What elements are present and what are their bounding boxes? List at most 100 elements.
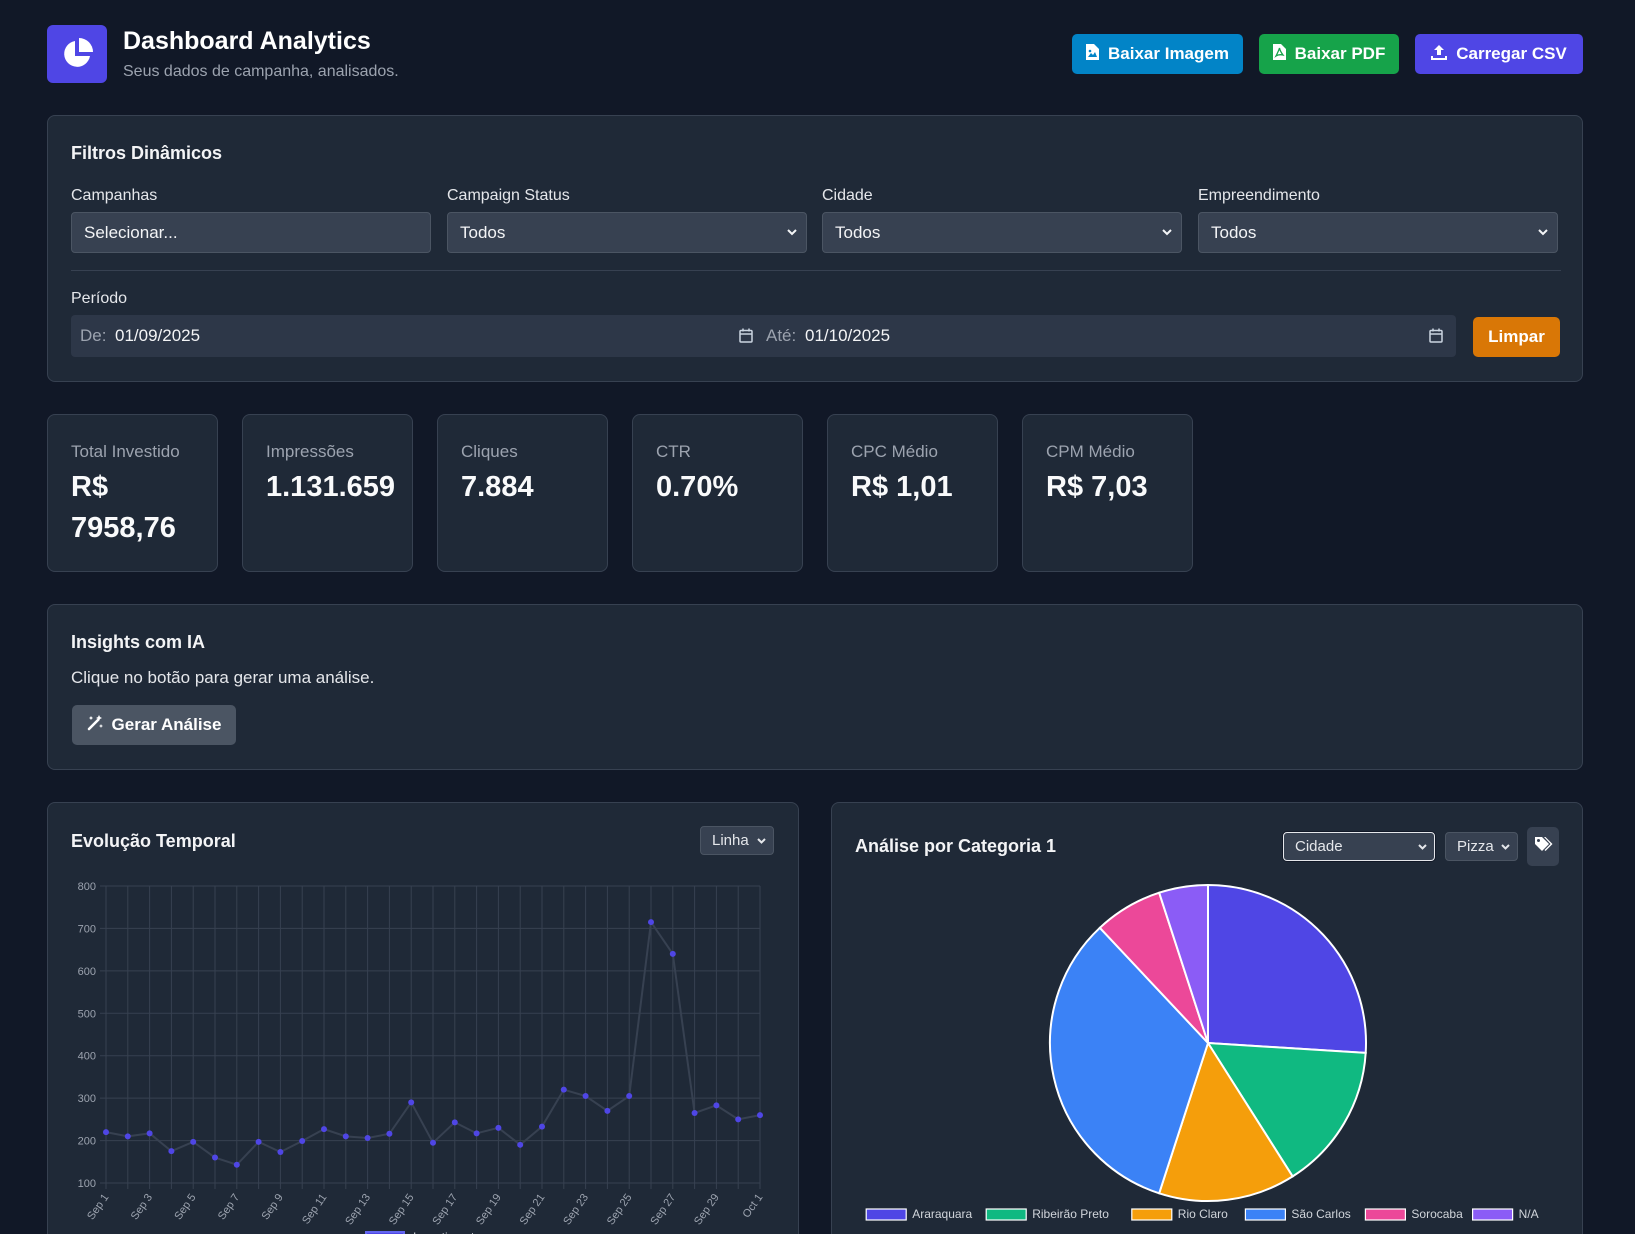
kpi-value: R$ 7958,76 [71,471,176,544]
campaign-status-value: Todos [460,222,506,242]
city-select[interactable]: Todos [822,212,1182,253]
upload-icon [1431,44,1448,65]
x-tick-label: Sep 3 [129,1192,155,1222]
kpi-label: CTR [656,442,691,461]
page-subtitle: Seus dados de campanha, analisados. [123,63,399,80]
kpi-card-ctr: CTR 0.70% [632,414,803,572]
clear-filters-button[interactable]: Limpar [1473,317,1560,357]
calendar-icon[interactable] [739,328,753,348]
category-chart-title: Análise por Categoria 1 [855,836,1057,856]
y-tick-label: 800 [78,881,96,893]
download-image-button[interactable]: Baixar Imagem [1072,34,1243,74]
temporal-line-chart: 100 200 300 400 500 600 700 800 Sep 1 Sep 3 Sep 5 S… [78,881,766,1234]
x-tick-label: Sep 23 [561,1192,591,1227]
temporal-chart-card: Evolução Temporal Linha 100 200 300 400 500 6… [47,802,799,1234]
kpi-card-cpm: CPM Médio R$ 7,03 [1022,414,1193,572]
development-value: Todos [1211,222,1257,242]
data-point [168,1148,175,1155]
category-chart-card: Análise por Categoria 1 Cidade Pizza Ara… [831,802,1583,1234]
legend-swatch [1131,1208,1173,1221]
y-tick-label: 100 [78,1178,96,1190]
data-point [430,1139,436,1146]
legend-swatch [365,1231,405,1234]
data-point [582,1093,589,1100]
x-tick-label: Sep 17 [430,1192,460,1227]
development-select[interactable]: Todos [1198,212,1558,253]
from-date-input[interactable]: 01/09/2025 [115,326,201,345]
data-point [386,1130,393,1137]
data-point [669,950,676,957]
data-point [233,1161,240,1168]
category-chart-type-select[interactable]: Pizza [1445,832,1518,861]
data-point [757,1112,763,1119]
kpi-label: CPC Médio [851,442,938,461]
kpi-card-impressions: Impressões 1.131.659 [242,414,413,572]
legend-label: Sorocaba [1411,1207,1463,1221]
x-tick-label: Sep 13 [343,1192,373,1227]
legend-label: Investimento [413,1230,481,1234]
data-point [473,1130,480,1137]
data-point [277,1149,284,1156]
tags-icon [1534,836,1553,857]
data-point [713,1102,720,1109]
data-point [408,1099,415,1106]
generate-analysis-button[interactable]: Gerar Análise [72,705,236,745]
kpi-card-cpc: CPC Médio R$ 1,01 [827,414,998,572]
kpi-label: Impressões [266,442,354,461]
legend-swatch [985,1208,1027,1221]
kpi-card-clicks: Cliques 7.884 [437,414,608,572]
calendar-icon[interactable] [1429,328,1443,348]
chevron-down-icon [1537,224,1549,245]
kpi-label: CPM Médio [1046,442,1135,461]
y-tick-label: 600 [78,966,96,978]
file-image-icon [1086,43,1100,65]
legend-label: São Carlos [1291,1207,1350,1221]
category-pie-chart: Araraquara Ribeirão Preto Rio Claro São Car… [865,883,1539,1221]
ai-insights-panel: Insights com IA Clique no botão para ger… [47,604,1583,770]
from-label: De: [80,326,107,345]
to-label: Até: [766,326,797,345]
kpi-value: R$ 7,03 [1046,471,1148,503]
data-point [451,1119,458,1126]
legend-label: Rio Claro [1178,1207,1228,1221]
toggle-labels-button[interactable] [1527,827,1559,866]
y-tick-label: 700 [78,923,96,935]
data-point [364,1135,371,1142]
city-value: Todos [835,222,881,242]
campaign-status-label: Campaign Status [447,187,570,204]
chart-pie-logo-icon [47,25,107,83]
kpi-label: Cliques [461,442,518,461]
file-pdf-icon [1272,43,1286,65]
data-point [691,1109,698,1116]
temporal-chart-type-select[interactable]: Linha [700,826,774,855]
y-tick-label: 500 [78,1008,96,1020]
category-dimension-select[interactable]: Cidade [1283,832,1435,861]
data-point [103,1129,109,1136]
data-point [299,1137,306,1144]
campaign-status-select[interactable]: Todos [447,212,807,253]
data-point [648,919,654,926]
x-tick-label: Sep 7 [216,1192,242,1222]
x-tick-label: Sep 25 [605,1192,635,1227]
magic-wand-icon [87,714,104,736]
data-point [212,1154,218,1161]
legend-label: Ribeirão Preto [1032,1207,1109,1221]
pie-slice [1049,926,1210,1195]
campaigns-select[interactable]: Selecionar... [71,212,431,253]
x-tick-label: Sep 27 [648,1192,678,1227]
data-point [190,1138,197,1145]
x-tick-label: Oct 1 [741,1192,766,1220]
download-pdf-button[interactable]: Baixar PDF [1259,34,1399,74]
legend-label: Araraquara [912,1207,972,1221]
temporal-chart-title: Evolução Temporal [71,831,236,851]
upload-csv-label: Carregar CSV [1456,44,1567,63]
to-date-input[interactable]: 01/10/2025 [805,326,891,345]
kpi-label: Total Investido [71,442,180,461]
page-title: Dashboard Analytics [123,27,371,55]
filters-title: Filtros Dinâmicos [71,143,223,163]
y-tick-label: 200 [78,1136,96,1148]
chevron-down-icon [1417,840,1428,858]
pie-slice [1157,883,1209,1044]
upload-csv-button[interactable]: Carregar CSV [1415,34,1583,74]
data-point [560,1086,567,1093]
